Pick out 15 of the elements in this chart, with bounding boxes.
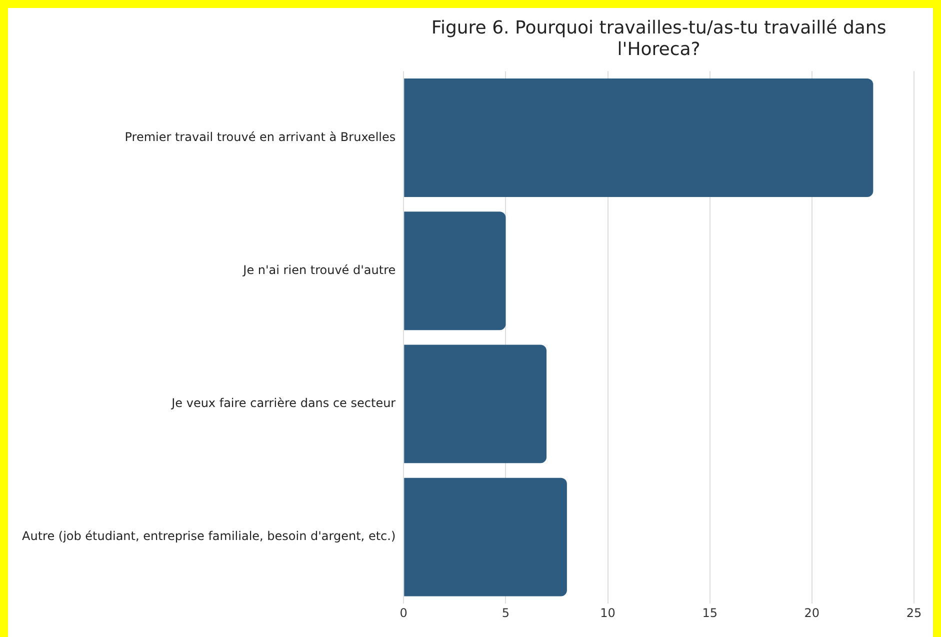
chart-title: Figure 6. Pourquoi travailles-tu/as-tu travaillé dans l'Horeca?: [431, 17, 886, 60]
y-tick-label: Je n'ai rien trouvé d'autre: [242, 262, 396, 277]
x-tick-label: 5: [502, 606, 510, 620]
y-tick-label: Je veux faire carrière dans ce secteur: [170, 396, 396, 410]
bar: [404, 212, 506, 330]
bar: [404, 478, 567, 596]
x-tick-label: 10: [600, 606, 616, 620]
bar: [404, 344, 547, 464]
bar: [404, 78, 874, 197]
x-tick-label: 25: [906, 606, 922, 620]
x-tick-label: 0: [400, 606, 408, 620]
y-tick-label: Premier travail trouvé en arrivant à Bruxelles: [124, 130, 396, 144]
y-tick-label: Autre (job étudiant, entreprise familiale, besoin d'argent, etc.): [22, 529, 396, 544]
x-tick-label: 20: [804, 606, 820, 620]
x-tick-label: 15: [702, 606, 718, 620]
